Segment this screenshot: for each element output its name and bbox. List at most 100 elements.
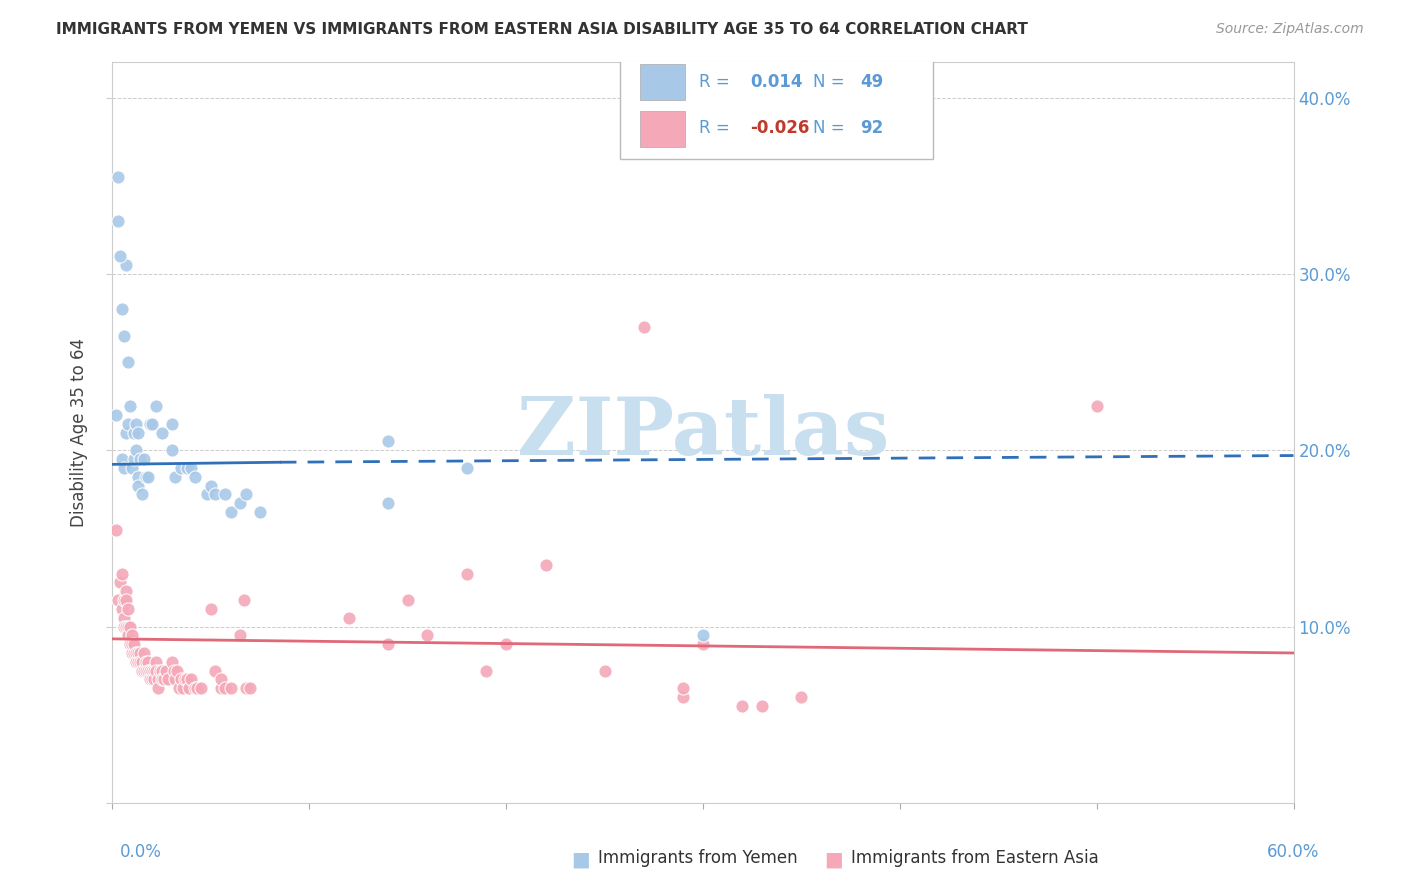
Point <box>139 417 162 431</box>
Text: IMMIGRANTS FROM YEMEN VS IMMIGRANTS FROM EASTERN ASIA DISABILITY AGE 35 TO 64 CO: IMMIGRANTS FROM YEMEN VS IMMIGRANTS FROM… <box>56 22 1028 37</box>
Point <box>190 681 212 696</box>
Point <box>117 619 139 633</box>
Text: R =: R = <box>699 119 735 137</box>
Text: 0.0%: 0.0% <box>120 843 162 861</box>
Text: Source: ZipAtlas.com: Source: ZipAtlas.com <box>1216 22 1364 37</box>
Point <box>209 681 232 696</box>
Point <box>790 690 813 704</box>
Point <box>121 646 143 660</box>
Point <box>145 655 167 669</box>
Point <box>155 664 177 678</box>
Point <box>141 673 163 687</box>
Text: Immigrants from Yemen: Immigrants from Yemen <box>598 849 797 867</box>
Point <box>120 637 142 651</box>
Point <box>229 496 252 510</box>
Point <box>184 469 207 483</box>
Text: ▪: ▪ <box>569 846 591 875</box>
Point <box>121 461 143 475</box>
Point <box>166 664 188 678</box>
Point <box>136 655 159 669</box>
Point <box>214 487 236 501</box>
Y-axis label: Disability Age 35 to 64: Disability Age 35 to 64 <box>70 338 89 527</box>
Text: -0.026: -0.026 <box>751 119 810 137</box>
Point <box>111 302 134 317</box>
Point <box>112 610 135 624</box>
Text: Immigrants from Eastern Asia: Immigrants from Eastern Asia <box>851 849 1098 867</box>
Text: ZIPatlas: ZIPatlas <box>517 393 889 472</box>
Point <box>249 505 271 519</box>
Point <box>141 417 163 431</box>
Text: N =: N = <box>813 73 849 91</box>
Point <box>115 258 138 272</box>
Point <box>219 681 242 696</box>
Point <box>117 628 139 642</box>
Point <box>136 664 159 678</box>
Point <box>160 443 183 458</box>
Point <box>120 619 142 633</box>
Point <box>107 593 129 607</box>
Point <box>456 461 478 475</box>
Point <box>204 664 226 678</box>
Point <box>633 319 655 334</box>
Point <box>337 610 360 624</box>
Point <box>115 425 138 440</box>
Point <box>127 646 149 660</box>
Point <box>120 399 142 413</box>
Point <box>170 461 193 475</box>
Point <box>125 655 148 669</box>
Point <box>110 249 132 263</box>
Point <box>132 646 155 660</box>
Point <box>122 425 145 440</box>
Text: N =: N = <box>813 119 849 137</box>
Point <box>110 575 132 590</box>
Point <box>180 461 202 475</box>
Point <box>170 673 193 687</box>
Point <box>209 673 232 687</box>
Point <box>125 646 148 660</box>
Point <box>176 673 198 687</box>
Point <box>142 664 165 678</box>
Point <box>179 681 201 696</box>
Point <box>186 681 208 696</box>
Point <box>107 214 129 228</box>
Point <box>233 593 256 607</box>
Point <box>122 646 145 660</box>
Text: R =: R = <box>699 73 735 91</box>
Point <box>534 558 557 572</box>
Point <box>131 487 153 501</box>
Point <box>195 487 218 501</box>
Point <box>377 637 399 651</box>
Point <box>219 505 242 519</box>
Point <box>131 655 153 669</box>
Point <box>129 655 152 669</box>
Point <box>396 593 419 607</box>
Point <box>152 673 174 687</box>
Point <box>229 628 252 642</box>
Point <box>146 673 169 687</box>
Point <box>111 566 134 581</box>
Point <box>235 681 257 696</box>
Point <box>129 646 152 660</box>
Point <box>107 169 129 184</box>
Point <box>141 664 163 678</box>
Point <box>150 425 173 440</box>
Point <box>593 664 616 678</box>
Point <box>117 417 139 431</box>
Point <box>149 664 172 678</box>
Point <box>139 664 162 678</box>
Point <box>125 443 148 458</box>
Point <box>150 664 173 678</box>
Point <box>672 690 695 704</box>
Point <box>105 408 128 422</box>
Point <box>214 681 236 696</box>
Point <box>200 602 222 616</box>
Point <box>112 619 135 633</box>
Point <box>135 655 157 669</box>
Point <box>150 673 173 687</box>
Point <box>112 328 135 343</box>
Point <box>172 681 194 696</box>
Point <box>122 452 145 467</box>
FancyBboxPatch shape <box>640 111 685 147</box>
Point <box>475 664 498 678</box>
Point <box>132 452 155 467</box>
